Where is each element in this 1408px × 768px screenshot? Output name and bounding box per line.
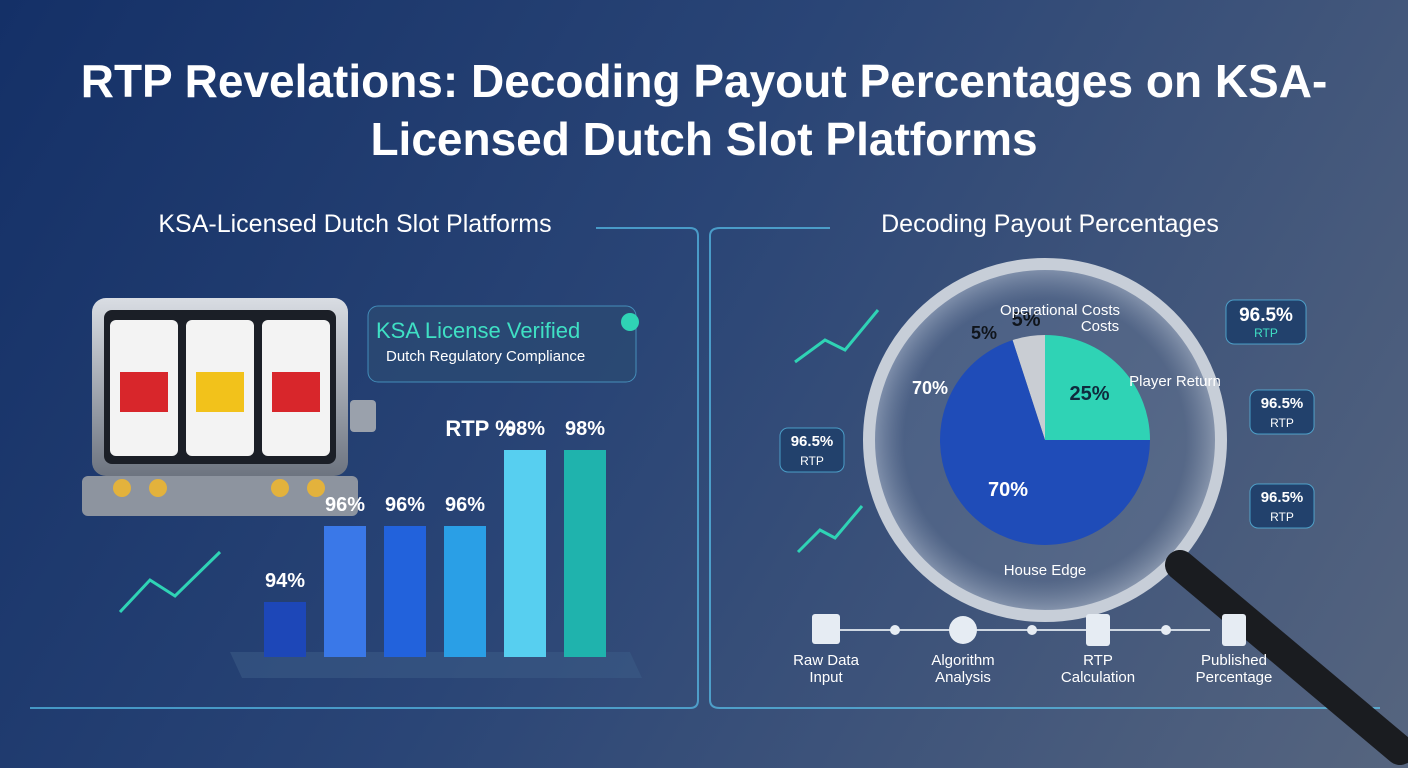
callout-value: 96.5% [1260,395,1304,412]
magnifier-handle [1165,550,1408,765]
bar [564,450,606,657]
pie-annotation: 70% [911,378,949,398]
panel-frame [709,227,1380,709]
step-icons [812,614,1246,646]
callout-label: RTP [1254,326,1278,340]
callout-label: RTP [1270,510,1294,524]
bar-value-label: 94% [264,570,306,592]
process-step: Algorithm Analysis [931,652,995,686]
pie-slice [940,340,1150,546]
process-step: Raw Data Input [793,652,859,686]
bar-chart-title: RTP % [445,416,515,441]
pie [940,335,1150,546]
pie-slice [1012,335,1045,440]
bar [384,526,426,657]
pie-annotation: Costs [1080,318,1120,335]
check-icon [621,313,639,331]
pie-category-label: Operational Costs [999,302,1121,319]
callout-box [1249,483,1315,529]
process-step: RTP Calculation [1060,652,1136,686]
bar [504,450,546,657]
trend-icon [118,309,880,614]
callout-label: RTP [800,454,824,468]
process-step: Published Percentage [1195,652,1273,686]
panel-heading: KSA-Licensed Dutch Slot Platforms [158,210,552,238]
bar [444,526,486,657]
callout-value: 96.5% [1260,489,1304,506]
pie-annotation: 5% [970,323,997,343]
pie-value-label: 25% [1069,383,1110,406]
callout-label: RTP [1270,416,1294,430]
pie-category-label: House Edge [1003,562,1087,579]
pie-value-label: 70% [987,478,1028,501]
bar-value-label: 96% [384,494,426,516]
bar-platform [230,652,642,678]
badge-title: KSA License Verified [376,318,581,343]
bar [324,526,366,657]
bar-value-label: 98% [564,418,606,440]
callout-value: 96.5% [1239,305,1293,326]
badge-box [367,305,637,383]
callout-box [779,427,845,473]
bar [264,602,306,657]
bar-value-label: 98% [504,418,546,440]
callout-box [1225,299,1307,345]
pie-category-label: Player Return [1129,373,1221,390]
slot-machine [82,298,376,516]
pie-slice [1045,335,1150,440]
bar-value-label: 96% [324,494,366,516]
panel-frame [30,227,699,709]
callout-value: 96.5% [790,433,834,450]
badge-subtitle: Dutch Regulatory Compliance [386,348,586,365]
pie-value-label: 5% [1011,308,1041,331]
title: RTP Revelations: Decoding Payout Percent… [80,55,1328,165]
bar-value-label: 96% [444,494,486,516]
callout-box [1249,389,1315,435]
panel-heading: Decoding Payout Percentages [881,210,1219,238]
